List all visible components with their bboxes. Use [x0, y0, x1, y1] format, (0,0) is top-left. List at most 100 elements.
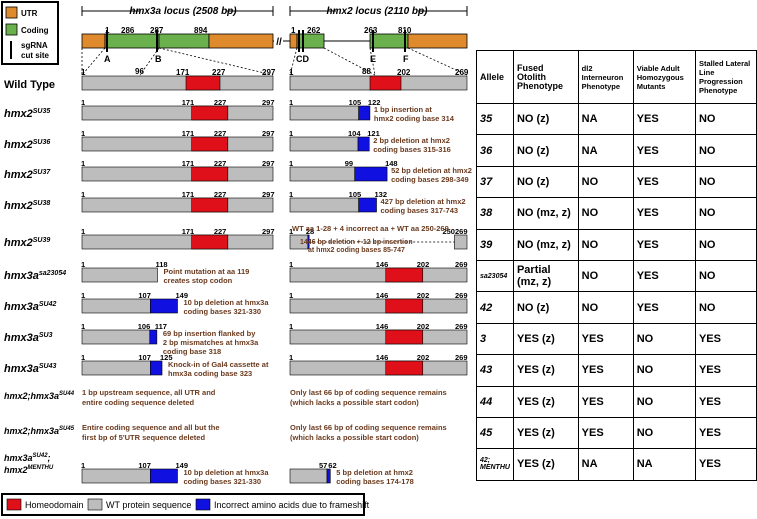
- deletion-description: (which lacks a possible start codon): [290, 433, 419, 442]
- homeodomain-bar: [191, 136, 229, 152]
- mutation-description: hmx3a coding base 323: [168, 369, 252, 378]
- deletion-description: 1 bp upstream sequence, all UTR and: [82, 388, 216, 397]
- phenotype-cell: NO (mz, z): [512, 197, 579, 230]
- mutant-row: hmx2SU39 1 171 227 297 1 28 250 269 WT aa 1-28 + …: [4, 224, 468, 254]
- separator: ;: [48, 453, 51, 463]
- deletion-row: hmx2;hmx3aSU45 Entire coding sequence and…: [4, 423, 447, 442]
- num-label: 1: [81, 461, 85, 470]
- num-label: 227: [214, 98, 227, 107]
- gene-name: hmx2;hmx3a: [4, 391, 59, 401]
- frameshift-bar: [150, 298, 178, 314]
- num-label: 202: [417, 322, 430, 331]
- num-label: 107: [138, 291, 151, 300]
- mutant-row: hmx3asa23054 1 118 1 146 202 269 Point mutation…: [4, 260, 468, 285]
- truncated-wt-bar: [289, 105, 359, 121]
- num-label: 1: [289, 98, 293, 107]
- phenotype-cell: NO: [694, 102, 757, 136]
- gene-name: hmx3a: [4, 301, 39, 313]
- gene-name: hmx2: [4, 139, 33, 151]
- hmx2-utr-3: [407, 33, 468, 49]
- allele-label: hmx3aSU42;: [4, 453, 51, 463]
- num-label: 125: [160, 353, 173, 362]
- num-label: 202: [417, 260, 430, 269]
- table-row: 37 NO (z) NO YES NO: [476, 165, 757, 199]
- mutation-description: coding base 318: [163, 347, 221, 356]
- incorrect-legend-label: Incorrect amino acids due to frameshift: [214, 500, 370, 510]
- allele-label: hmx3asa23054: [4, 270, 66, 282]
- num-label: 121: [367, 129, 380, 138]
- site-label-e: E: [370, 54, 376, 64]
- table-row: 38 NO (mz, z) NO YES NO: [476, 197, 757, 230]
- frameshift-bar: [358, 105, 371, 121]
- col-dl2: dl2 Interneuron Phenotype: [577, 50, 634, 104]
- mutation-description: WT aa 1-28 + 4 incorrect aa + WT aa 250-…: [292, 224, 449, 233]
- top-legend: UTR Coding sgRNA cut site: [1, 1, 59, 65]
- num-label: 297: [262, 159, 275, 168]
- num-label: 99: [345, 159, 353, 168]
- mutation-description: coding bases 174-178: [336, 477, 414, 486]
- col-lateral-line: Stalled Lateral Line Progression Phenoty…: [694, 50, 757, 104]
- mutation-description: Knock-in of Gal4 cassette at: [168, 360, 269, 369]
- deletion-description: Only last 66 bp of coding sequence remai…: [290, 388, 447, 397]
- num-label: 227: [214, 129, 227, 138]
- site-label-a: A: [104, 54, 111, 64]
- sgrna-label-2: cut site: [21, 51, 50, 60]
- homeodomain-swatch: [6, 498, 22, 511]
- site-label-f: F: [403, 54, 409, 64]
- table-row: 44 YES (z) YES NO YES: [476, 385, 757, 418]
- frameshift-bar: [326, 468, 331, 484]
- sgrna-label-1: sgRNA: [21, 41, 48, 50]
- num-label: 146: [376, 291, 389, 300]
- phenotype-cell: NO: [694, 228, 757, 261]
- num-label: 202: [397, 68, 411, 77]
- phenotype-cell: NO: [632, 322, 696, 356]
- deletion-description: first bp of 5'UTR sequence deleted: [82, 433, 205, 442]
- mutation-description: coding bases 298-349: [391, 175, 469, 184]
- num-label: 1: [289, 353, 293, 362]
- allele-label: hmx2;hmx3aSU44: [4, 391, 75, 401]
- homeodomain-bar: [385, 360, 424, 376]
- wt-protein-bar: [289, 298, 468, 314]
- phenotype-cell: NO: [577, 165, 634, 199]
- phenotype-cell: YES: [694, 322, 757, 356]
- mutation-description: 2 bp mismatches at hmx3a: [163, 338, 259, 347]
- coding-legend-label: Coding: [21, 26, 49, 35]
- truncated-wt-bar: [289, 136, 359, 152]
- wt-swatch: [87, 498, 103, 511]
- num-label: 1: [81, 98, 85, 107]
- phenotype-cell: NO: [694, 291, 757, 324]
- num-label: 28: [306, 227, 314, 236]
- phenotype-cell: YES: [577, 416, 634, 450]
- num-label: 297: [262, 98, 275, 107]
- allele-cell: 43: [476, 354, 514, 387]
- num-label: 171: [182, 190, 195, 199]
- table-row: 39 NO (mz, z) NO YES NO: [476, 228, 757, 261]
- homeodomain-bar: [191, 234, 229, 250]
- phenotype-table: Allele Fused Otolith Phenotype dl2 Inter…: [476, 50, 757, 481]
- homeodomain-bar: [191, 105, 229, 121]
- num-label: 105: [349, 190, 362, 199]
- col-allele: Allele: [476, 50, 514, 104]
- allele-superscript: SU38: [33, 200, 51, 207]
- hmx3a-exon-1: [104, 33, 160, 49]
- gene-name: hmx3a: [4, 332, 39, 344]
- num-label: 57: [319, 461, 327, 470]
- num-label: 1: [81, 291, 85, 300]
- site-label-b: B: [155, 54, 162, 64]
- mutation-description: coding bases 321-330: [184, 477, 262, 486]
- allele-cell: 42: [476, 291, 514, 324]
- gene-name: hmx2: [4, 200, 33, 212]
- mutation-description: 427 bp deletion at hmx2: [381, 197, 466, 206]
- frameshift-bar: [358, 197, 377, 213]
- table-header-row: Allele Fused Otolith Phenotype dl2 Inter…: [476, 50, 757, 104]
- allele-cell: 35: [476, 102, 514, 136]
- num-label: 104: [348, 129, 361, 138]
- num-label: 227: [214, 190, 227, 199]
- allele-label: hmx2SU39: [4, 237, 50, 249]
- num-label: 62: [328, 461, 336, 470]
- bottom-legend: Homeodomain WT protein sequence Incorrec…: [1, 493, 370, 516]
- num-label: 1: [81, 260, 85, 269]
- phenotype-cell: NO: [632, 416, 696, 450]
